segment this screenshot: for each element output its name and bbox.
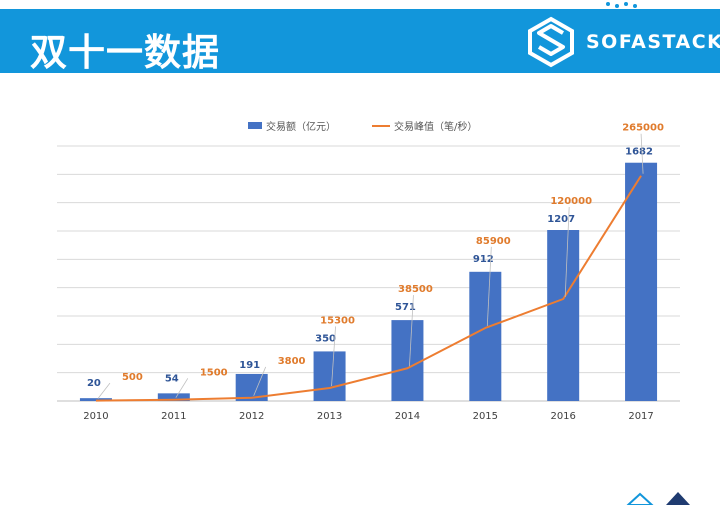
- leader-line: [253, 366, 267, 396]
- bottom-decoration: [626, 492, 690, 505]
- bar: [469, 271, 502, 401]
- legend-item-bar: 交易额（亿元）: [248, 118, 336, 133]
- x-tick-label: 2017: [628, 411, 653, 422]
- line-data-label: 3800: [278, 356, 306, 367]
- line-data-label: 38500: [398, 284, 433, 295]
- bar: [391, 320, 424, 401]
- leader-line: [175, 378, 189, 398]
- line-data-label: 15300: [320, 315, 355, 326]
- chart-legend: 交易额（亿元） 交易峰值（笔/秒）: [0, 118, 720, 134]
- line-data-label: 120000: [550, 196, 592, 207]
- leader-line: [486, 246, 492, 327]
- top-strip: [0, 0, 720, 9]
- leader-line: [331, 326, 336, 387]
- x-tick-label: 2016: [550, 411, 575, 422]
- line-series: [95, 175, 642, 402]
- bar-data-label: 191: [239, 360, 260, 371]
- x-tick-label: 2013: [317, 411, 342, 422]
- bar: [313, 351, 346, 401]
- bar: [625, 162, 658, 401]
- legend-bar-swatch: [248, 122, 262, 129]
- legend-item-line: 交易峰值（笔/秒）: [372, 118, 477, 133]
- legend-label-line: 交易峰值（笔/秒）: [394, 122, 478, 133]
- bar-data-label: 912: [473, 254, 494, 265]
- decorative-dots: [606, 2, 637, 8]
- bar-data-label: 1682: [625, 147, 653, 158]
- header-bar: 双十一数据 SOFASTACK: [0, 9, 720, 74]
- bar: [157, 393, 190, 401]
- bar-data-label: 350: [315, 333, 336, 344]
- bar-data-label: 1207: [547, 214, 575, 225]
- legend-label-bar: 交易额（亿元）: [266, 122, 336, 133]
- line-data-label: 1500: [200, 367, 228, 378]
- x-tick-label: 2015: [473, 411, 498, 422]
- x-tick-label: 2012: [239, 411, 264, 422]
- brand-name: SOFASTACK: [586, 31, 720, 53]
- bar-data-label: 20: [87, 378, 101, 389]
- sofastack-logo-icon: [528, 16, 574, 68]
- legend-line-swatch: [372, 124, 390, 127]
- bar: [547, 230, 580, 401]
- line-data-label: 265000: [622, 123, 664, 134]
- leader-line: [97, 382, 111, 399]
- x-tick-label: 2010: [83, 411, 108, 422]
- leader-line: [409, 295, 414, 367]
- leader-line: [564, 206, 570, 298]
- bar-data-label: 571: [395, 302, 416, 313]
- line-data-label: 85900: [476, 236, 511, 247]
- page-title: 双十一数据: [30, 31, 220, 74]
- x-tick-label: 2014: [395, 411, 420, 422]
- leader-line: [640, 133, 644, 174]
- bar-data-label: 54: [165, 373, 179, 384]
- line-data-label: 500: [122, 372, 143, 383]
- x-tick-label: 2011: [161, 411, 186, 422]
